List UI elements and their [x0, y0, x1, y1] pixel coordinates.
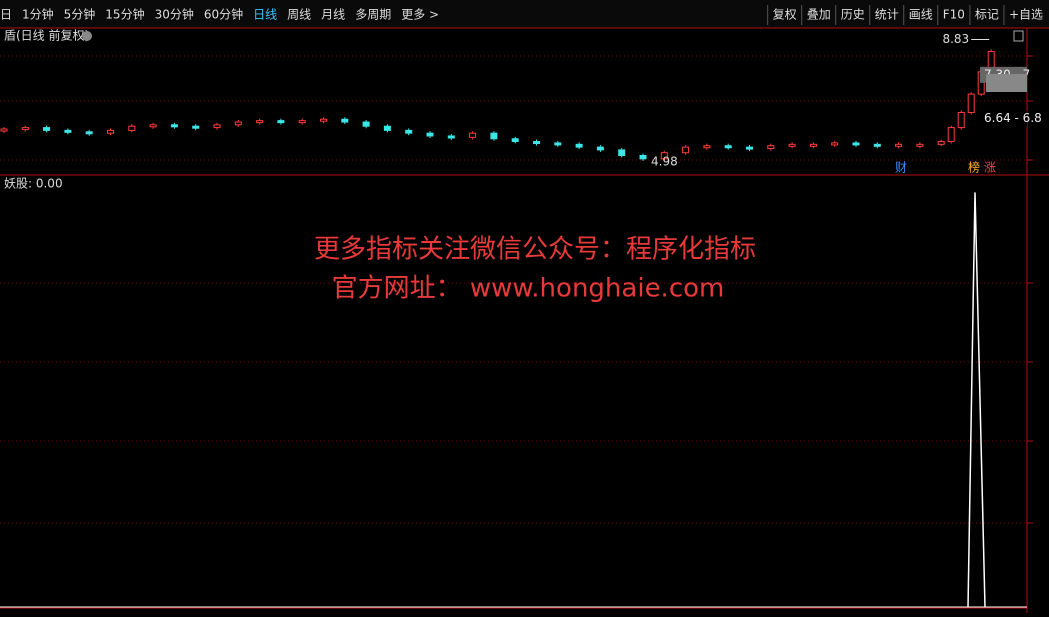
- toolbar-button[interactable]: 叠加: [807, 8, 831, 22]
- candle: [447, 135, 455, 139]
- chart-title: 盾(日线 前复权): [4, 28, 89, 43]
- low-label: 4.98: [651, 154, 678, 168]
- toolbar-tab[interactable]: 1分钟: [22, 7, 54, 22]
- toolbar: [0, 0, 1049, 28]
- candle: [767, 145, 775, 150]
- candle: [234, 121, 242, 126]
- toolbar-button[interactable]: +自选: [1009, 8, 1043, 22]
- toolbar-button[interactable]: F10: [943, 8, 965, 22]
- toolbar-button[interactable]: 标记: [975, 8, 999, 22]
- toolbar-button[interactable]: 历史: [841, 8, 865, 22]
- candle: [85, 131, 93, 135]
- candle: [511, 138, 519, 143]
- candle: [724, 145, 732, 149]
- toolbar-tab[interactable]: 日线: [253, 8, 277, 22]
- candle: [213, 124, 221, 129]
- candle: [660, 152, 668, 160]
- candle: [405, 129, 413, 134]
- watermark-line: 官方网址： www.honghaie.com: [332, 274, 725, 304]
- candle: [469, 132, 477, 138]
- candle: [170, 124, 178, 128]
- candle: [957, 112, 965, 129]
- candle: [149, 124, 157, 128]
- candle: [0, 128, 8, 132]
- candle: [575, 143, 583, 148]
- candle: [639, 154, 647, 160]
- candle: [682, 146, 690, 154]
- candle: [937, 141, 945, 145]
- candle: [596, 146, 604, 151]
- badge: 财: [895, 161, 907, 175]
- candle: [128, 125, 136, 131]
- toolbar-button[interactable]: 复权: [773, 8, 797, 22]
- candle: [703, 145, 711, 149]
- badge: 涨: [984, 160, 996, 175]
- toolbar-tab[interactable]: 60分钟: [204, 7, 243, 22]
- candle: [21, 127, 29, 131]
- candle: [490, 132, 498, 140]
- candle: [831, 142, 839, 146]
- price-tag-box: [986, 74, 1027, 92]
- indicator-label: 妖股: 0.00: [4, 177, 63, 191]
- price-tag: 6.64 - 6.8: [984, 111, 1042, 125]
- toolbar-tab[interactable]: 15分钟: [105, 7, 144, 22]
- candle: [947, 127, 955, 143]
- toolbar-tab[interactable]: 5分钟: [64, 7, 96, 22]
- title-dropdown[interactable]: [82, 31, 92, 41]
- toolbar-tab[interactable]: 30分钟: [155, 7, 194, 22]
- toolbar-tab[interactable]: 周线: [287, 8, 311, 22]
- candle: [967, 93, 975, 114]
- candle: [383, 125, 391, 131]
- candle: [192, 125, 200, 129]
- toolbar-button[interactable]: 画线: [909, 8, 933, 22]
- watermark-line: 更多指标关注微信公众号：程序化指标: [314, 235, 756, 265]
- toolbar-tab[interactable]: 月线: [321, 8, 345, 22]
- candle: [533, 141, 540, 145]
- candle: [788, 143, 796, 147]
- candle: [916, 143, 924, 147]
- toolbar-tab[interactable]: 更多 >: [401, 8, 439, 22]
- panel-button[interactable]: [1013, 30, 1024, 42]
- candle: [895, 143, 903, 147]
- candle: [320, 118, 327, 122]
- candle: [256, 120, 264, 124]
- candle: [873, 143, 881, 147]
- candle: [277, 120, 285, 124]
- candle: [746, 146, 753, 150]
- price-tag-box: [980, 110, 1027, 127]
- candle: [64, 129, 72, 133]
- candle: [426, 132, 434, 137]
- candle: [809, 143, 817, 147]
- axis-ticks: [1027, 55, 1033, 524]
- indicator-line: [967, 192, 986, 608]
- badge: 榜: [968, 160, 980, 175]
- candle: [341, 118, 349, 123]
- candle: [43, 127, 51, 131]
- toolbar-tab[interactable]: 日: [0, 8, 12, 22]
- candle: [362, 121, 370, 127]
- candle: [554, 142, 562, 146]
- high-label: 8.83: [942, 32, 969, 46]
- candle: [618, 149, 626, 156]
- candle: [852, 142, 860, 146]
- candle: [107, 129, 114, 134]
- toolbar-tab[interactable]: 多周期: [355, 8, 391, 22]
- candle: [298, 120, 306, 124]
- toolbar-button[interactable]: 统计: [875, 8, 899, 22]
